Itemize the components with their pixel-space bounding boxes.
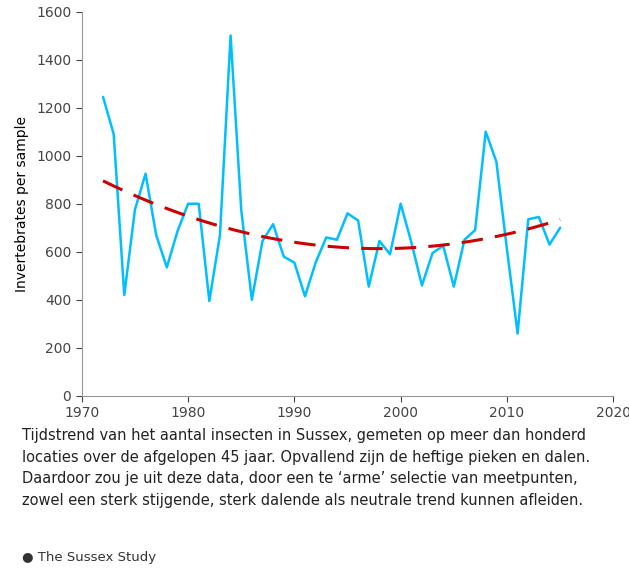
- Text: Tijdstrend van het aantal insecten in Sussex, gemeten op meer dan honderd
locati: Tijdstrend van het aantal insecten in Su…: [22, 428, 590, 507]
- Text: ● The Sussex Study: ● The Sussex Study: [22, 551, 156, 564]
- Y-axis label: Invertebrates per sample: Invertebrates per sample: [15, 116, 29, 292]
